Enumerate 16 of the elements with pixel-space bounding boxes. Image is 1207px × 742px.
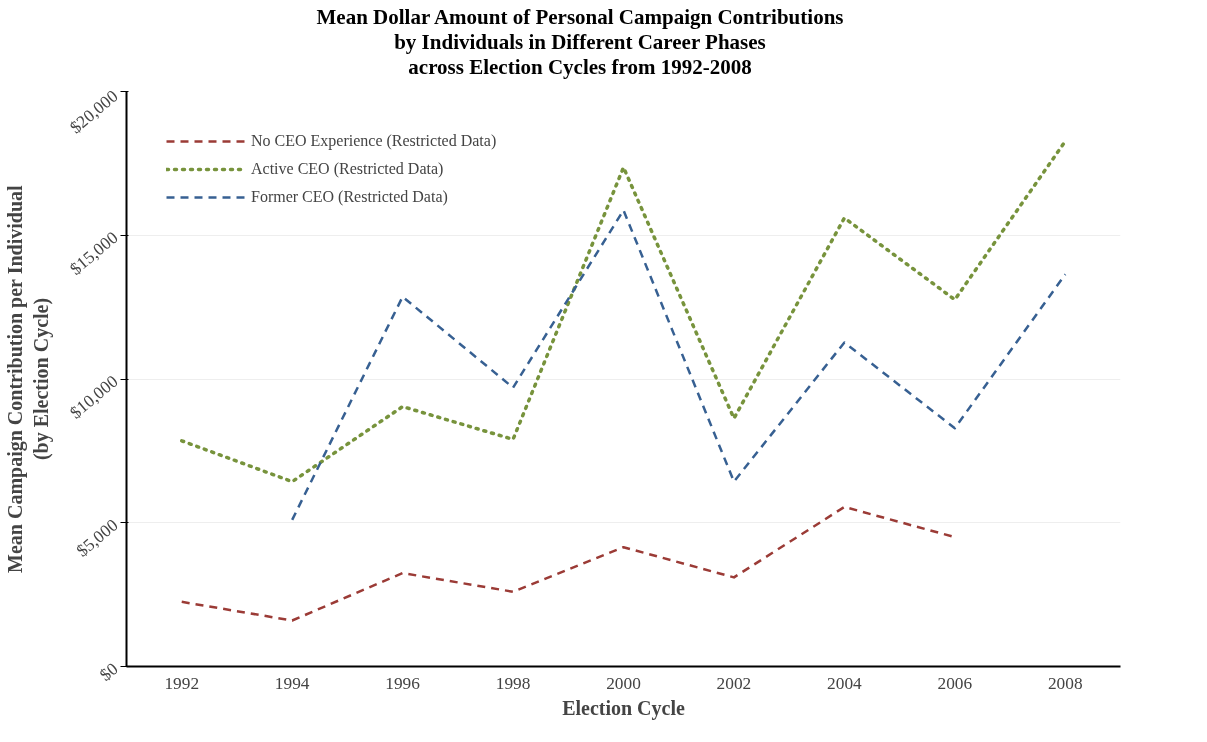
legend-label: Active CEO (Restricted Data) [251, 159, 444, 178]
x-tick-label: 2004 [827, 673, 863, 693]
legend-label: No CEO Experience (Restricted Data) [251, 131, 497, 150]
y-axis-title: Mean Campaign Contribution per Individual (by Election Cycle) [3, 184, 54, 573]
x-tick-label: 1996 [385, 673, 421, 693]
legend-label: Former CEO (Restricted Data) [251, 187, 448, 206]
chart-title: Mean Dollar Amount of Personal Campaign Contributions by Individuals in Different Career Phases across Election Cycles from 1992-2008 [316, 5, 844, 81]
x-axis-title: Election Cycle [562, 696, 685, 720]
x-tick-label: 2006 [937, 673, 973, 693]
y-tick-label: $0 [96, 658, 122, 685]
x-tick-label: 1994 [274, 673, 310, 693]
x-tick-label: 2000 [606, 673, 641, 693]
x-tick-label: 2008 [1047, 673, 1083, 693]
x-tick-label: 2002 [716, 673, 752, 693]
x-tick-label: 1992 [164, 673, 200, 693]
x-tick-label: 1998 [495, 673, 531, 693]
